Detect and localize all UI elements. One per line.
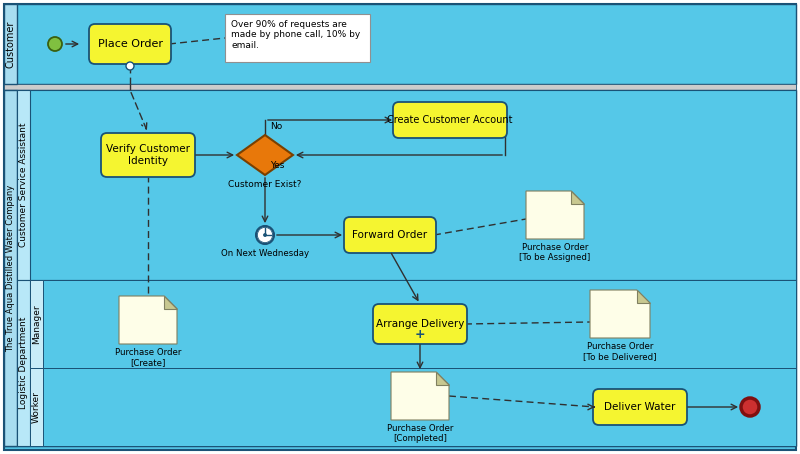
Circle shape <box>258 227 273 242</box>
Text: Customer Exist?: Customer Exist? <box>228 180 302 189</box>
Circle shape <box>48 37 62 51</box>
Circle shape <box>256 226 274 244</box>
Polygon shape <box>590 290 650 338</box>
Polygon shape <box>237 135 293 175</box>
Circle shape <box>264 234 266 236</box>
Bar <box>30 280 796 368</box>
Bar <box>4 4 796 84</box>
Bar <box>30 280 43 368</box>
Bar <box>17 90 796 280</box>
Text: Yes: Yes <box>270 161 284 170</box>
Text: Purchase Order
[To be Assigned]: Purchase Order [To be Assigned] <box>519 243 590 262</box>
Text: Arrange Delivery: Arrange Delivery <box>376 319 464 329</box>
Polygon shape <box>119 296 177 344</box>
Polygon shape <box>571 191 584 204</box>
Text: Customer Service Assistant: Customer Service Assistant <box>19 123 28 247</box>
Text: Deliver Water: Deliver Water <box>604 402 676 412</box>
Text: Logistic Department: Logistic Department <box>19 317 28 409</box>
Text: On Next Wednesday: On Next Wednesday <box>221 249 309 258</box>
FancyBboxPatch shape <box>344 217 436 253</box>
Text: Place Order: Place Order <box>98 39 162 49</box>
Text: Purchase Order
[Create]: Purchase Order [Create] <box>115 348 181 367</box>
Polygon shape <box>436 372 449 385</box>
Text: No: No <box>270 122 282 131</box>
FancyBboxPatch shape <box>101 133 195 177</box>
Bar <box>30 368 796 446</box>
Bar <box>17 280 30 446</box>
Text: Over 90% of requests are
made by phone call, 10% by
email.: Over 90% of requests are made by phone c… <box>231 20 360 50</box>
Text: Purchase Order
[Completed]: Purchase Order [Completed] <box>387 424 453 444</box>
Text: Worker: Worker <box>32 391 41 423</box>
Text: Purchase Order
[To be Delivered]: Purchase Order [To be Delivered] <box>583 342 657 361</box>
FancyBboxPatch shape <box>393 102 507 138</box>
Bar <box>4 90 17 446</box>
Text: The True Aqua Distilled Water Company: The True Aqua Distilled Water Company <box>6 184 15 352</box>
Bar <box>17 280 796 446</box>
Bar <box>4 4 17 84</box>
Text: Customer: Customer <box>6 20 15 68</box>
Circle shape <box>126 62 134 70</box>
Bar <box>30 368 43 446</box>
Bar <box>4 84 796 90</box>
Text: +: + <box>414 327 426 340</box>
FancyBboxPatch shape <box>593 389 687 425</box>
Polygon shape <box>391 372 449 420</box>
Polygon shape <box>637 290 650 303</box>
Polygon shape <box>526 191 584 239</box>
Circle shape <box>741 398 759 416</box>
Text: Verify Customer
Identity: Verify Customer Identity <box>106 144 190 166</box>
Bar <box>4 90 796 446</box>
FancyBboxPatch shape <box>373 304 467 344</box>
Text: Forward Order: Forward Order <box>353 230 427 240</box>
Bar <box>17 90 30 280</box>
Polygon shape <box>164 296 177 309</box>
FancyBboxPatch shape <box>89 24 171 64</box>
Bar <box>225 14 370 62</box>
Text: Create Customer Account: Create Customer Account <box>387 115 513 125</box>
Text: Manager: Manager <box>32 304 41 344</box>
